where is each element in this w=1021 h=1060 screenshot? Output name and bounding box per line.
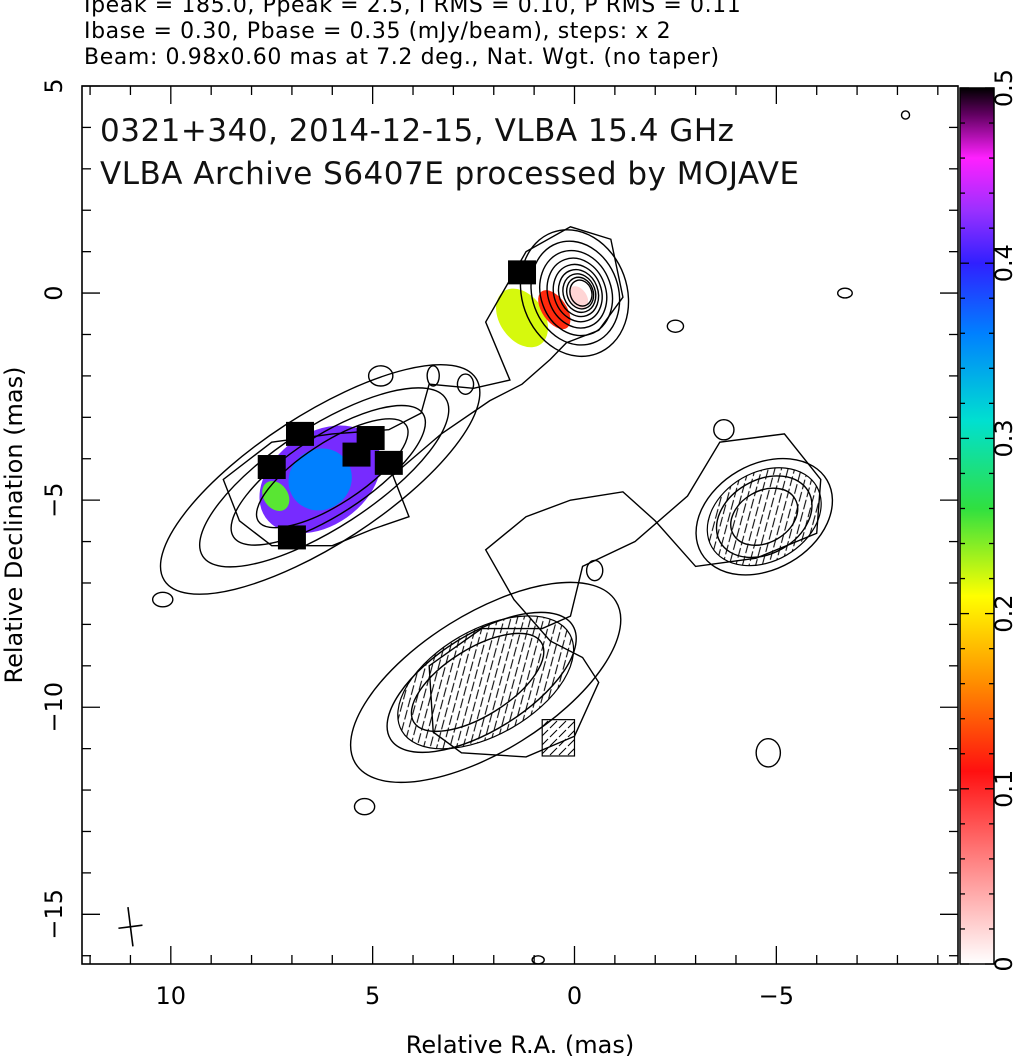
contour-core	[565, 276, 595, 310]
colorbar	[959, 87, 995, 965]
contour-knot	[198, 387, 450, 568]
plot-frame	[81, 85, 959, 965]
colorbar-tick-label: 0.5	[990, 69, 1018, 107]
header-peak-line: Ipeak = 185.0, Ppeak = 2.5, I RMS = 0.10…	[84, 0, 742, 18]
contour-core	[530, 240, 621, 346]
color-patch-core-fpol-hi	[538, 290, 571, 330]
contour-island	[585, 559, 604, 582]
beam-minor-axis	[118, 924, 143, 930]
x-tick-label: 5	[365, 982, 380, 1010]
color-patch-core-fpol	[496, 288, 548, 348]
y-tick-label: 5	[40, 78, 68, 93]
chart-title: 0321+340, 2014-12-15, VLBA 15.4 GHz	[100, 113, 734, 149]
contour-island	[755, 737, 782, 768]
contour-core	[569, 279, 593, 307]
jet-envelope-contour	[222, 226, 624, 547]
x-tick-label: −5	[759, 982, 794, 1010]
color-patch-knot-fpol-blue	[288, 448, 352, 511]
x-ticks: 10 5 0 −5	[89, 86, 939, 1010]
contour-island	[837, 287, 853, 299]
y-tick-label: −10	[40, 682, 68, 733]
contour-knot	[159, 364, 481, 595]
contour-knot	[255, 418, 409, 529]
polarization-vector-regions	[397, 467, 822, 757]
contour-island	[666, 319, 685, 333]
colorbar-tick-label: 0.4	[990, 244, 1018, 282]
x-tick-label: 10	[156, 982, 187, 1010]
contour-island	[713, 418, 735, 441]
colorbar-tick-label: 0.1	[990, 770, 1018, 808]
y-tick-label: −15	[40, 889, 68, 940]
high-fpol-cell	[342, 442, 371, 467]
y-ticks: 5 0 −5 −10 −15	[40, 78, 958, 957]
contour-core	[519, 229, 630, 358]
contour-island	[367, 365, 394, 387]
contour-island	[426, 365, 440, 387]
contour-island	[151, 591, 174, 608]
contour-core	[557, 268, 600, 318]
chart-subtitle: VLBA Archive S6407E processed by MOJAVE	[100, 156, 800, 192]
colorbar-tick-label: 0	[990, 956, 1018, 971]
contour-core	[546, 257, 608, 329]
contour-island	[456, 373, 475, 395]
colorbar-tick-label: 0.3	[990, 419, 1018, 457]
contour-outer-2	[349, 581, 622, 784]
header-base-line: Ibase = 0.30, Pbase = 0.35 (mJy/beam), s…	[84, 19, 672, 44]
high-fpol-cell	[285, 421, 314, 446]
colorbar-ticks: 0 0.1 0.2 0.3 0.4 0.5	[960, 69, 1018, 972]
contour-knot	[230, 404, 427, 546]
x-tick-label: 0	[567, 982, 582, 1010]
contour-island	[353, 797, 376, 816]
contour-core	[562, 273, 597, 314]
contour-island	[900, 110, 911, 120]
contour-outer-1	[695, 457, 834, 576]
header-beam-line: Beam: 0.98x0.60 mas at 7.2 deg., Nat. Wg…	[84, 45, 720, 70]
high-fpol-cell	[257, 455, 286, 480]
colorbar-tick-label: 0.2	[990, 595, 1018, 633]
hatch-region-outer-2	[397, 615, 575, 750]
hatch-region-small	[541, 719, 576, 757]
y-tick-label: −5	[40, 482, 68, 517]
contour-core	[552, 263, 603, 323]
x-axis-label: Relative R.A. (mas)	[406, 1031, 634, 1059]
y-axis-label: Relative Declination (mas)	[0, 366, 28, 683]
beam-marker	[118, 907, 143, 947]
y-tick-label: 0	[40, 285, 68, 300]
hatch-region-outer-1	[706, 467, 822, 567]
